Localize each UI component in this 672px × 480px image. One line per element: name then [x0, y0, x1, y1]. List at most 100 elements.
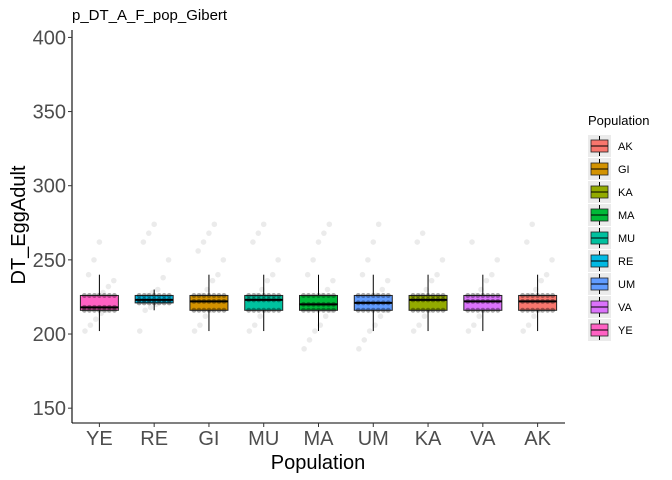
data-point [154, 286, 161, 293]
data-point [85, 271, 92, 278]
data-point [81, 307, 87, 313]
box-group [463, 239, 503, 334]
data-point [271, 292, 277, 298]
data-point [106, 307, 112, 313]
data-point [485, 292, 491, 298]
data-point [530, 307, 536, 313]
data-point [543, 271, 550, 278]
data-point [136, 300, 142, 306]
y-tick-label: 200 [33, 324, 66, 346]
data-point [266, 292, 272, 298]
data-point [316, 292, 321, 298]
data-point [360, 292, 366, 298]
data-point [246, 328, 253, 334]
data-point [380, 292, 386, 298]
data-point [410, 292, 416, 298]
data-point [321, 307, 326, 313]
data-point [375, 292, 381, 298]
data-point [275, 257, 281, 263]
data-point [440, 292, 446, 298]
data-point [106, 292, 112, 298]
legend-label: KA [618, 187, 633, 199]
data-point [251, 307, 257, 313]
data-point [110, 277, 117, 284]
data-point [410, 307, 416, 313]
data-point [529, 221, 536, 228]
data-point [92, 316, 99, 322]
data-point [419, 230, 426, 236]
data-point [430, 307, 436, 313]
data-point [146, 292, 152, 298]
data-point [209, 277, 216, 284]
data-point [476, 313, 483, 320]
data-point [550, 307, 556, 313]
data-point [260, 221, 267, 228]
data-point [330, 277, 336, 284]
x-tick-label: VA [470, 428, 496, 450]
data-point [301, 292, 306, 298]
data-point [375, 221, 382, 228]
y-tick-label: 150 [33, 398, 66, 420]
data-point [549, 257, 555, 263]
data-point [326, 292, 331, 298]
box-group [189, 221, 229, 334]
data-point [415, 307, 421, 313]
data-point [301, 307, 306, 313]
x-tick-label: AK [524, 428, 551, 450]
data-point [385, 292, 391, 298]
data-point [321, 230, 327, 236]
data-point [324, 286, 331, 293]
data-point [435, 292, 441, 298]
legend-item-RE: RE [588, 250, 633, 272]
data-point [494, 257, 501, 263]
data-point [415, 292, 421, 298]
data-point [525, 292, 531, 298]
data-point [191, 292, 197, 298]
data-point [355, 292, 361, 298]
data-point [535, 307, 541, 313]
data-point [191, 307, 197, 313]
data-point [250, 239, 256, 245]
box-group [408, 230, 448, 334]
y-axis-title: DT_EggAdult [8, 165, 30, 284]
data-point [196, 307, 202, 313]
data-point [201, 307, 207, 313]
data-point [246, 307, 252, 313]
legend-item-YE: YE [588, 319, 633, 341]
data-point [311, 292, 316, 298]
data-point [475, 292, 481, 298]
legend-label: AK [618, 141, 633, 153]
x-axis-title: Population [271, 452, 366, 474]
data-point [370, 292, 376, 298]
data-point [379, 286, 386, 293]
data-point [200, 239, 207, 245]
data-point [465, 328, 472, 334]
data-point [322, 313, 329, 320]
data-point [425, 292, 431, 298]
box-group [353, 221, 393, 352]
data-point [540, 292, 546, 298]
data-point [261, 307, 267, 313]
legend-label: MA [618, 210, 635, 222]
legend-label: MU [618, 233, 635, 245]
data-point [211, 292, 217, 298]
data-point [538, 277, 545, 284]
data-point [216, 307, 222, 313]
data-point [439, 257, 446, 263]
data-point [316, 307, 321, 313]
data-point [96, 292, 102, 298]
x-tick-label: MA [304, 428, 335, 450]
data-point [86, 307, 92, 313]
data-point [211, 307, 217, 313]
legend: Population AK GI KA MA MU RE UM VA YE [588, 113, 649, 341]
data-point [370, 239, 377, 245]
data-point [530, 292, 536, 298]
data-point [306, 337, 313, 343]
data-point [191, 328, 198, 334]
box-group [244, 221, 284, 334]
data-point [380, 307, 386, 313]
data-point [365, 292, 371, 298]
data-point [197, 322, 203, 328]
data-point [469, 239, 475, 245]
